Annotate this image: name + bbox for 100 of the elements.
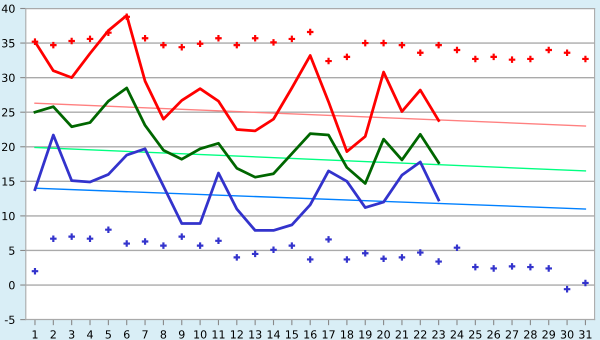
x-tick-label: 13 [249,330,262,339]
point [288,242,296,249]
point [86,36,94,42]
point [142,34,148,42]
point [454,244,460,251]
point [508,263,516,270]
point [398,42,406,48]
point [564,49,570,56]
point [435,42,442,48]
point [398,254,406,261]
line-series [34,134,440,232]
point [472,56,479,62]
point [582,56,589,62]
point [234,42,240,48]
x-tick-label: 20 [377,330,390,339]
point [582,280,589,286]
x-tick-label: 25 [469,330,482,339]
point [123,14,130,20]
point [105,226,112,233]
x-tick-label: 12 [230,330,243,338]
point [527,264,534,270]
y-tick-label: 30 [2,74,15,82]
x-tick-label: 10 [194,330,206,339]
x-tick-label: 5 [106,330,111,339]
point [490,265,497,272]
point [435,258,442,265]
y-tick-label: 5 [9,246,14,255]
point [454,46,460,54]
point [123,240,130,247]
point [215,34,222,42]
x-tick-label: 11 [212,330,224,338]
point [86,235,94,242]
point [234,254,240,261]
point [32,38,38,45]
x-tick-label: 6 [124,330,130,339]
x-tick-label: 3 [68,330,74,339]
point [160,42,167,48]
point [178,44,186,50]
x-tick-label: 16 [304,330,317,339]
x-tick-label: 9 [178,330,185,339]
x-tick-label: 26 [487,330,500,339]
x-tick-label: 15 [286,330,298,339]
x-tick-label: 29 [542,330,556,339]
point [380,256,387,262]
point [344,256,350,263]
point [545,265,552,272]
point [142,238,148,245]
point [362,40,369,46]
point [545,46,552,54]
point [270,39,277,46]
point [196,40,204,48]
point [417,249,424,256]
point [50,42,57,48]
x-tick-label: 22 [414,330,426,338]
x-tick-label: 30 [560,330,574,339]
x-tick-label: 1 [32,330,38,338]
x-tick-label: 2 [50,330,56,338]
line-series [34,86,440,185]
point [68,233,75,240]
point [270,246,277,254]
y-tick-label: 35 [2,39,14,48]
point [215,238,222,244]
point [288,36,296,42]
point [417,49,424,56]
point [362,250,369,256]
x-tick-label: 14 [268,330,280,338]
x-tick-label: 4 [87,330,93,338]
y-tick-label: 0 [9,281,15,290]
x-tick-label: 23 [432,330,445,339]
x-tick-label: 21 [396,330,408,338]
point [306,256,314,263]
point [178,233,186,240]
x-tick-label: 24 [450,330,464,338]
point [105,29,112,36]
point [252,250,258,258]
point [50,235,57,242]
x-tick-label: 27 [506,330,518,338]
x-tick-label: 31 [579,330,592,339]
point [380,40,387,46]
point [325,236,332,243]
point [508,56,516,63]
point [344,54,350,60]
point [490,54,497,60]
point [252,34,258,42]
point [68,38,75,44]
point [527,56,534,62]
x-tick-label: 28 [524,330,537,339]
point [325,58,332,64]
y-tick-label: 15 [2,177,14,186]
y-tick-label: -5 [4,316,14,324]
point [196,242,204,249]
x-tick-label: 7 [142,330,148,338]
x-tick-label: 8 [160,330,166,339]
point [306,28,314,36]
point [472,264,479,270]
y-tick-label: 40 [2,4,15,13]
x-tick-label: 17 [322,330,335,338]
point [160,242,167,249]
y-tick-label: 25 [2,108,14,117]
y-tick-label: 10 [2,212,15,220]
